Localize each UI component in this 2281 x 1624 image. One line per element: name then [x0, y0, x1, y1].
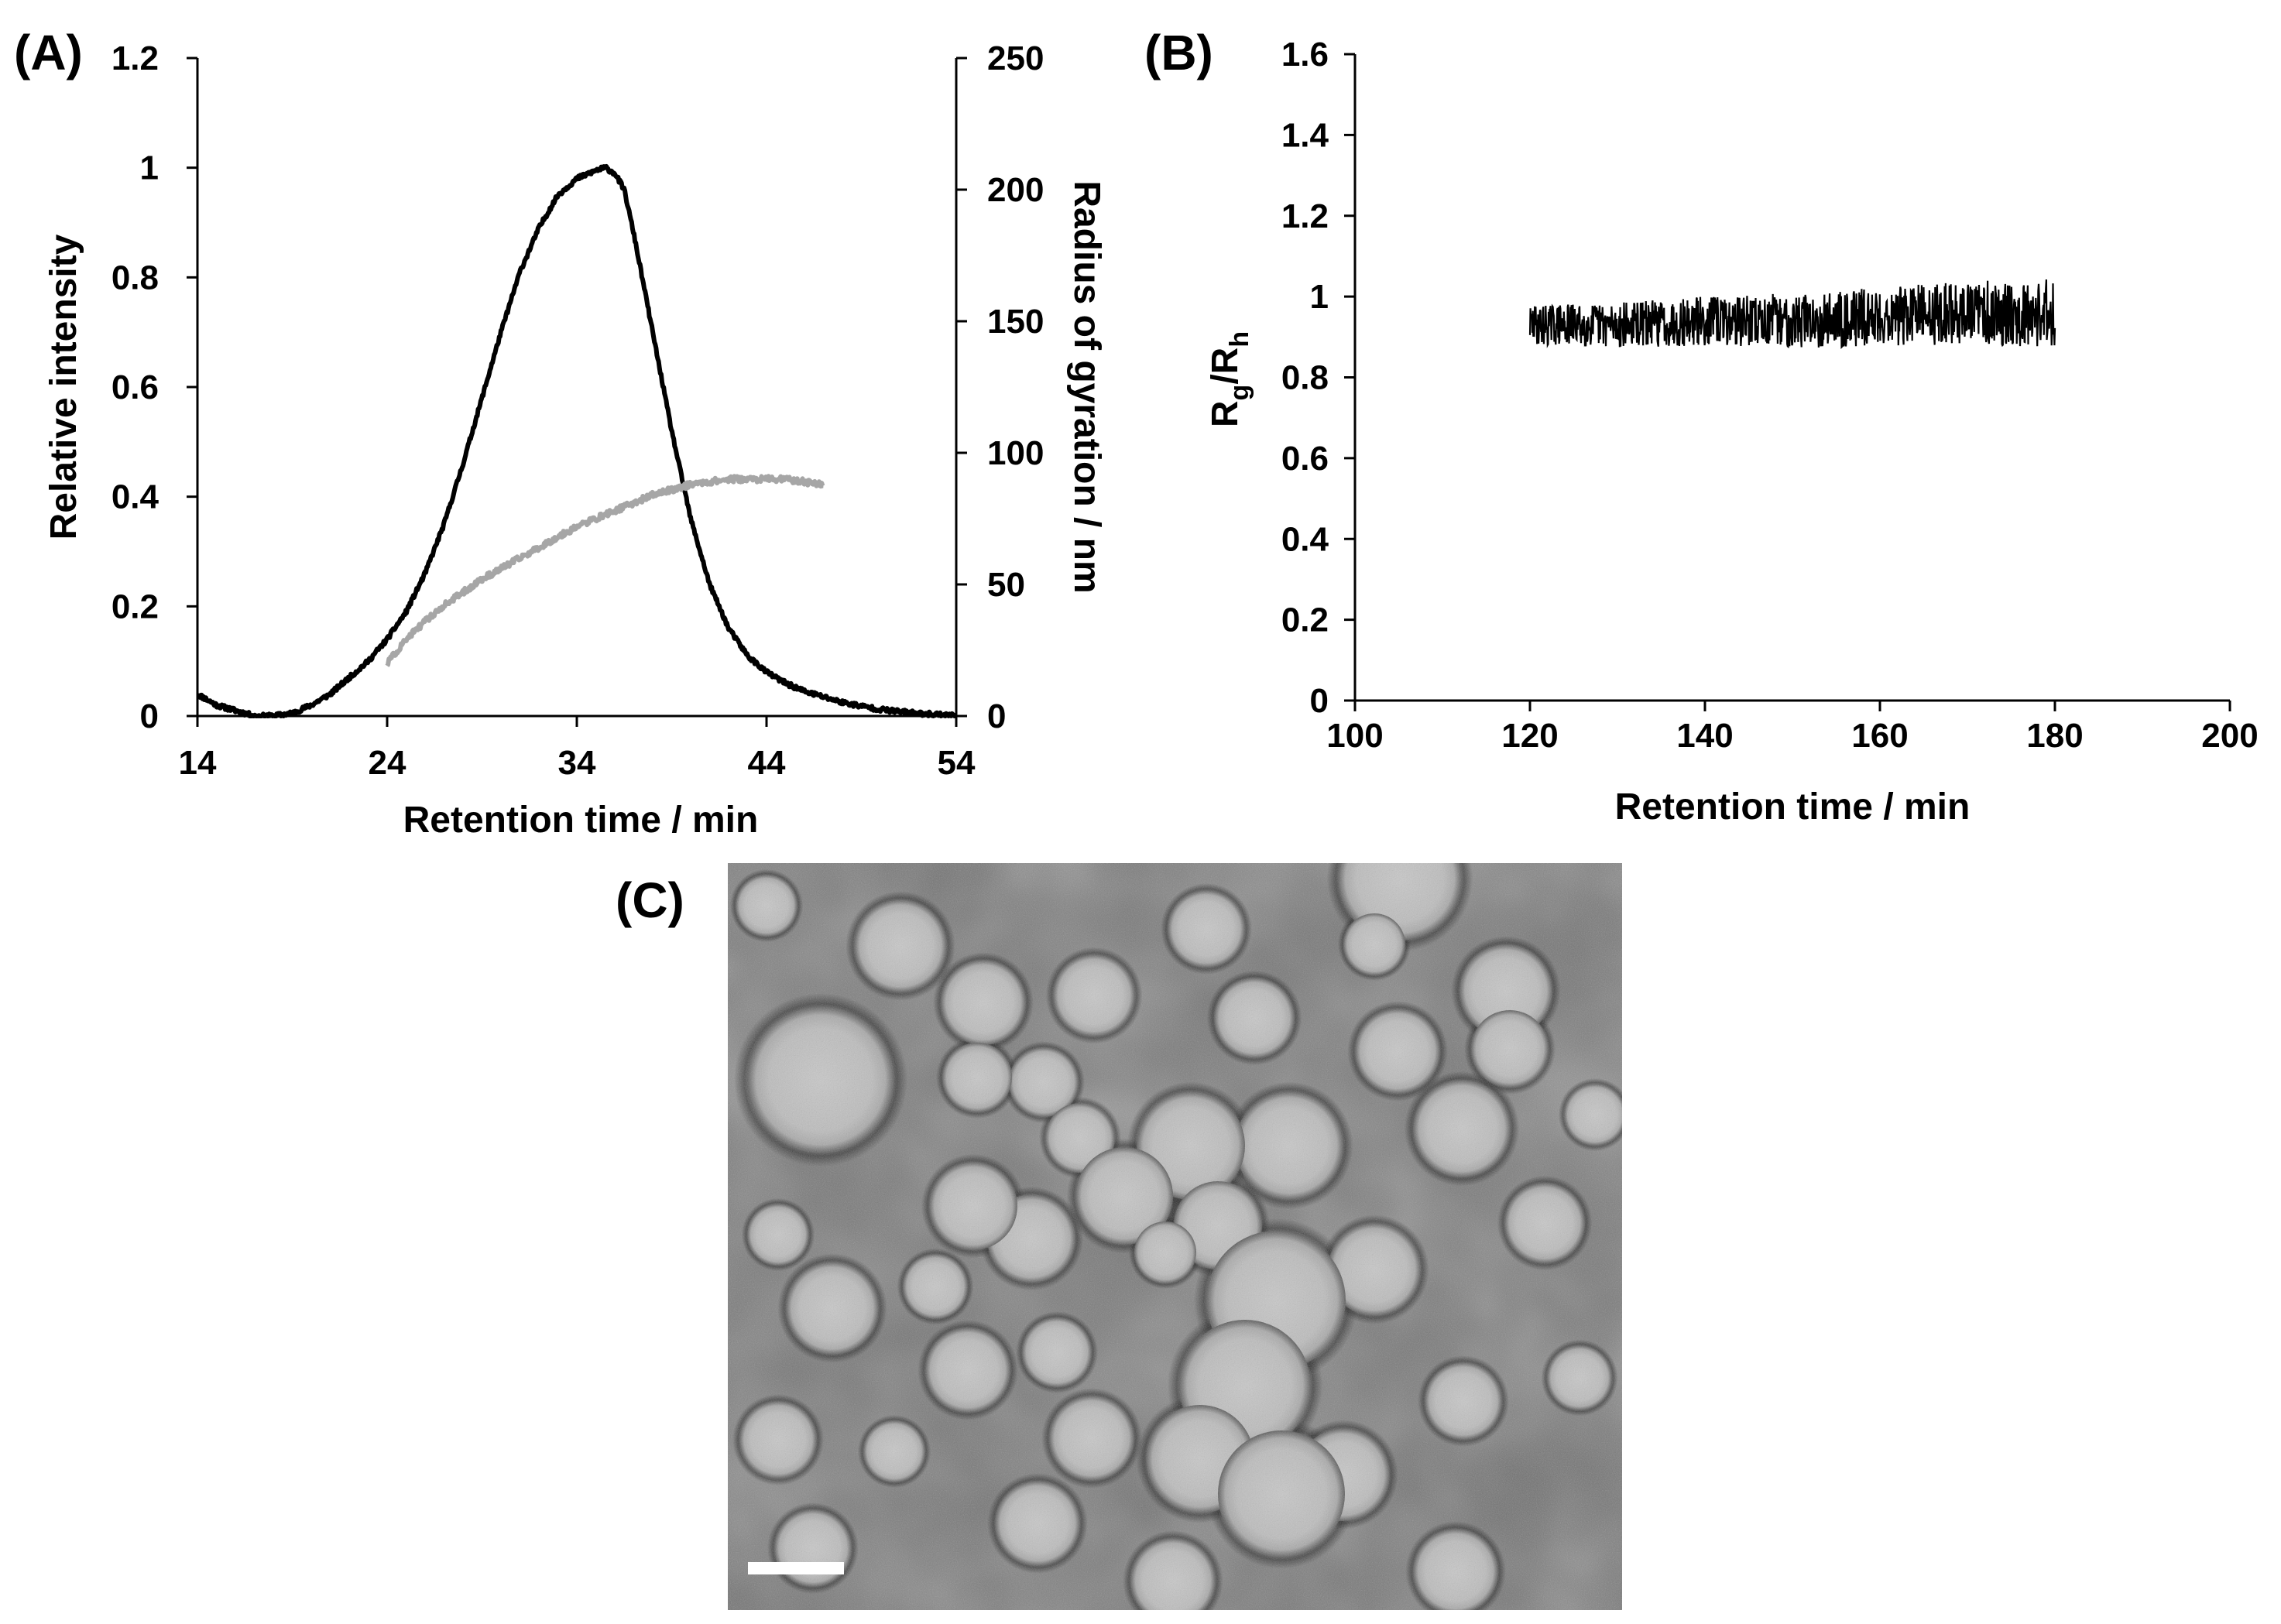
a-y-tick-label: 0.6: [111, 368, 159, 406]
a-x-tick-label: 34: [558, 744, 596, 782]
panel-b-series: [1528, 279, 2056, 350]
tem-grain: [728, 863, 1622, 1610]
panel-c-label: (C): [616, 872, 684, 928]
panel-b-ticks: 0 0.2 0.4 0.6 0.8 1 1.2 1.4 1.6 100 120 140 160 180 20…: [1281, 36, 2259, 755]
b-y-tick-label: 1.4: [1281, 116, 1329, 154]
a-intensity-line: [196, 163, 958, 718]
a-y2-tick-label: 200: [987, 171, 1044, 209]
panel-b-y-title-sub-g: g: [1225, 385, 1254, 401]
b-x-tick-label: 140: [1676, 717, 1733, 755]
panel-a-ticks: 0 0.2 0.4 0.6 0.8 1 1.2 0 50 100 150 200 250 14 24 34 44…: [111, 39, 1044, 782]
b-x-tick-label: 200: [2201, 717, 2258, 755]
a-radius-of-gyration-line: [385, 474, 825, 667]
b-y-tick-label: 0: [1310, 682, 1329, 720]
panel-a-y-axis-title: Relative intensity: [43, 234, 84, 540]
b-y-tick-label: 0.8: [1281, 359, 1329, 397]
b-y-tick-label: 0.2: [1281, 601, 1329, 639]
a-y2-tick-label: 250: [987, 39, 1044, 77]
panel-a-axes: [196, 58, 958, 718]
b-y-tick-label: 1.6: [1281, 36, 1329, 74]
b-x-tick-label: 160: [1851, 717, 1908, 755]
panel-b-y-title-sep: /R: [1205, 348, 1246, 385]
b-x-tick-label: 180: [2026, 717, 2083, 755]
a-y2-tick-label: 0: [987, 697, 1006, 735]
b-y-tick-label: 1: [1310, 278, 1329, 316]
scale-bar: [748, 1562, 844, 1574]
panel-c: (C): [616, 863, 1622, 1610]
panel-b-y-axis-title: Rg/Rh: [1205, 331, 1254, 427]
a-y2-tick-label: 150: [987, 303, 1044, 341]
a-y-tick-label: 0.8: [111, 259, 159, 296]
a-y-tick-label: 0: [140, 697, 159, 735]
a-y-tick-label: 1: [140, 149, 159, 187]
panel-b-axes: [1353, 54, 2230, 702]
panel-b-x-axis-title: Retention time / min: [1615, 786, 1971, 827]
panel-a-series: [196, 163, 958, 718]
a-x-tick-label: 14: [179, 744, 217, 782]
b-x-tick-label: 120: [1501, 717, 1558, 755]
panel-b-y-title-r: R: [1205, 400, 1246, 427]
panel-a-x-axis-title: Retention time / min: [403, 800, 759, 841]
a-y-tick-label: 1.2: [111, 39, 159, 77]
tem-micrograph: [728, 863, 1622, 1610]
b-x-tick-label: 100: [1326, 717, 1383, 755]
panel-a: (A) 0 0.2 0.4 0.6 0.8 1 1.2 0 50 100 150 200 250 14 24…: [14, 25, 1107, 841]
a-y-tick-label: 0.4: [111, 478, 159, 516]
b-y-tick-label: 0.4: [1281, 520, 1329, 558]
a-y2-tick-label: 100: [987, 434, 1044, 472]
a-y-tick-label: 0.2: [111, 588, 159, 625]
panel-b-label: (B): [1144, 25, 1213, 81]
b-y-tick-label: 0.6: [1281, 440, 1329, 478]
panel-b: (B) 0 0.2 0.4 0.6 0.8 1 1.2 1.4 1.6 100 120 140 160 1…: [1144, 25, 2259, 827]
b-rg-rh-line: [1528, 279, 2056, 350]
panel-a-label: (A): [14, 25, 83, 81]
panel-a-y2-axis-title: Radius of gyration / nm: [1066, 180, 1107, 593]
a-x-tick-label: 44: [748, 744, 786, 782]
a-y2-tick-label: 50: [987, 566, 1025, 604]
b-y-tick-label: 1.2: [1281, 197, 1329, 235]
panel-b-y-title-sub-h: h: [1225, 331, 1254, 348]
a-x-tick-label: 24: [369, 744, 406, 782]
a-x-tick-label: 54: [938, 744, 976, 782]
